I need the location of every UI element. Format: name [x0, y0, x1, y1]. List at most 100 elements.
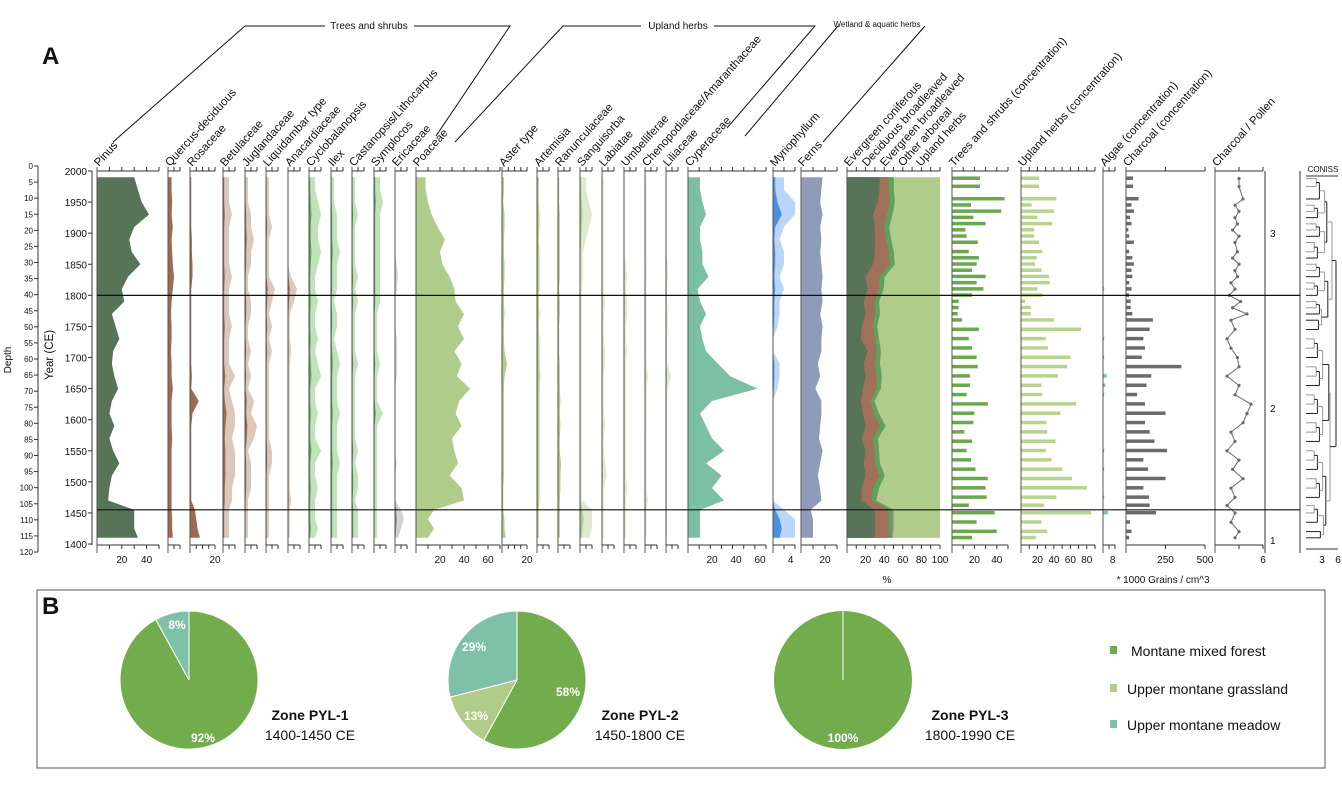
left-axes: 0 5 10 15 20 25 30 35 40 45 50 55 60 65 70 75 80 85 90 95 10…	[20, 162, 93, 557]
depth-tick-label: 100	[20, 484, 34, 493]
taxon-column-ranunculaceae: Ranunculaceae	[553, 102, 616, 553]
charcoal-pollen-point	[1233, 240, 1237, 245]
x-tick-label: 60	[754, 555, 766, 566]
year-tick-label: 1450	[65, 509, 88, 520]
concentration-bar	[1021, 486, 1087, 490]
charcoal-pollen-point	[1235, 275, 1239, 279]
group-trees-and-shrubs: Trees and shrubs	[330, 21, 407, 32]
concentration-bar	[1021, 510, 1091, 515]
charcoal-pollen-line	[1226, 178, 1252, 539]
zone-label-3: 3	[1270, 229, 1276, 240]
concentration-bar	[1021, 467, 1063, 471]
abundance-area	[190, 177, 200, 538]
zone-pyl-3-period: 1800-1990 CE	[925, 727, 1015, 743]
abundance-area	[245, 177, 248, 538]
abundance-area	[688, 177, 758, 538]
charcoal-pollen-point	[1237, 176, 1241, 181]
x-tick-label: 20	[521, 555, 533, 566]
concentration-bar	[1126, 458, 1144, 462]
abundance-area	[416, 177, 470, 538]
x-tick-label: 20	[1032, 555, 1044, 566]
concentration-bar	[1103, 355, 1105, 360]
charcoal-pollen-point	[1229, 430, 1233, 434]
concentration-bar	[1021, 299, 1026, 304]
charcoal-pollen-point	[1231, 228, 1235, 232]
concentration-bar	[1021, 196, 1057, 201]
pie1-label-meadow: 8%	[168, 618, 186, 632]
concentration-bar	[1021, 305, 1031, 310]
concentration-bar	[1126, 256, 1133, 260]
charcoal-pollen-point	[1249, 402, 1253, 406]
concentration-bar	[1126, 476, 1166, 481]
depth-tick-label: 5	[29, 178, 34, 187]
exaggeration-area	[602, 177, 607, 538]
concentration-bar	[1021, 346, 1049, 350]
concentration-bar	[1021, 256, 1037, 260]
concentration-bar	[1021, 355, 1071, 360]
charcoal-pollen-point	[1233, 536, 1237, 540]
concentration-bar	[1021, 392, 1043, 397]
concentration-bar	[1126, 184, 1134, 189]
concentration-bar	[1021, 520, 1042, 524]
concentration-bar	[1021, 383, 1042, 387]
concentration-bar	[1126, 234, 1130, 238]
concentration-bar	[1126, 374, 1152, 378]
concentration-bar	[952, 510, 995, 515]
concentration-bar	[952, 318, 963, 322]
concentration-bar	[1021, 495, 1057, 499]
x-tick-label: 20	[860, 555, 872, 566]
x-tick-label: 20	[209, 555, 221, 566]
concentration-bar	[952, 383, 970, 387]
exaggeration-area	[645, 177, 648, 538]
exaggeration-area	[580, 177, 592, 538]
pie-slice	[155, 610, 190, 681]
concentration-bar	[1021, 448, 1046, 453]
zone-pyl-1-period: 1400-1450 CE	[265, 727, 355, 743]
concentration-bar	[952, 486, 986, 490]
concentration-bar	[1126, 355, 1142, 360]
pie-2	[447, 610, 587, 750]
x-tick-label: 40	[879, 555, 891, 566]
depth-tick-label: 60	[24, 355, 33, 364]
concentration-bar	[1021, 262, 1035, 266]
concentration-bar	[1126, 311, 1133, 316]
concentration-bar	[1126, 299, 1131, 304]
x-tick-label: 60	[482, 555, 494, 566]
charcoal-pollen-point	[1235, 222, 1239, 226]
charcoal-pollen-point	[1229, 520, 1233, 524]
taxon-column-ferns: Ferns 20	[796, 139, 838, 566]
concentration-bar	[1126, 318, 1153, 322]
concentration-bar	[952, 176, 980, 180]
pie-slice	[447, 610, 518, 698]
concentration-bar	[952, 495, 987, 499]
wetland-group-bracket-right	[822, 25, 926, 143]
year-tick-label: 1500	[65, 478, 88, 489]
concentration-unit-label: * 1000 Grains / cm^3	[1116, 575, 1210, 586]
abundance-area	[558, 177, 561, 538]
concentration-bar	[952, 203, 972, 207]
charcoal-pollen-point	[1229, 486, 1233, 490]
legend-swatch-forest	[1110, 646, 1117, 654]
concentration-bar	[1126, 274, 1133, 279]
concentration-bar	[1021, 280, 1050, 285]
charcoal-pollen-point	[1235, 355, 1239, 360]
x-tick-label: 80	[1081, 555, 1093, 566]
charcoal-pollen-point	[1233, 203, 1237, 207]
concentration-bar	[1021, 535, 1036, 540]
upland-group-bracket-right	[714, 25, 817, 129]
exaggeration-area	[395, 177, 404, 538]
concentration-bar	[952, 327, 979, 332]
x-tick-label: 20	[116, 555, 128, 566]
concentration-bar	[1126, 228, 1129, 232]
concentration-bar	[1126, 336, 1144, 341]
wetland-group-bracket-left	[744, 25, 839, 137]
concentration-bar	[1103, 510, 1108, 515]
concentration-bar	[1126, 280, 1130, 285]
concentration-bar	[1126, 467, 1149, 471]
concentration-bar	[1126, 346, 1145, 350]
x-tick-label: 250	[1157, 555, 1174, 566]
coniss-label: CONISS	[1308, 165, 1339, 174]
concentration-bar	[1126, 520, 1130, 524]
depth-tick-label: 85	[24, 435, 33, 444]
